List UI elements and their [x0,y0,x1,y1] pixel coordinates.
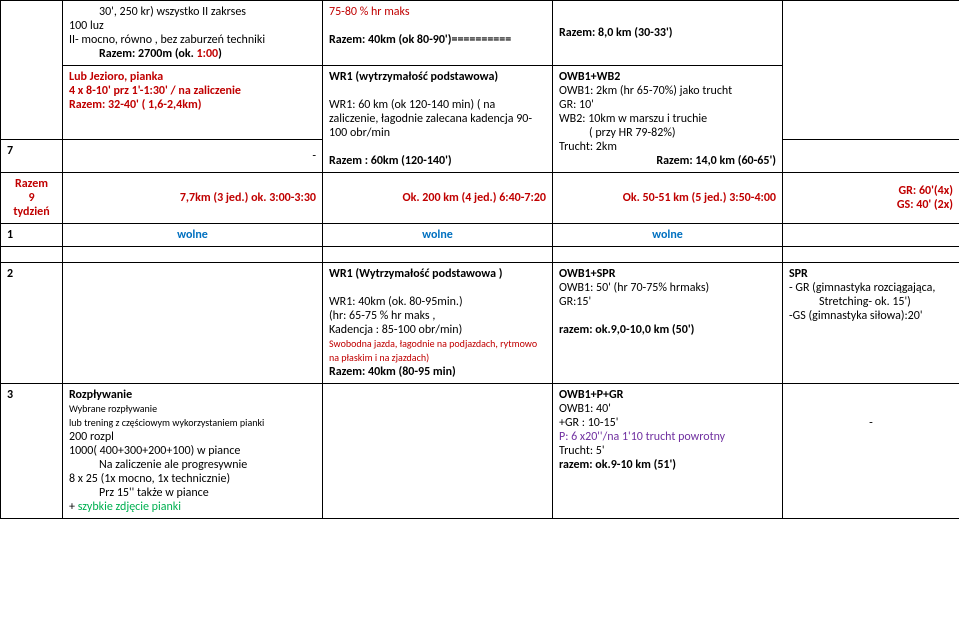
t: - [869,416,873,430]
cell-r3-c4: GR: 60'(4x) GS: 40' (2x) [783,173,959,224]
cell-r4-c3: wolne [553,224,783,247]
cell-r5-c2: WR1 (Wytrzymałość podstawowa ) WR1: 40km… [323,263,553,384]
cell-r5-c3: OWB1+SPR OWB1: 50' (hr 70-75% hrmaks) GR… [553,263,783,384]
cell-r6-c3: OWB1+P+GR OWB1: 40' +GR : 10-15' P: 6 x2… [553,384,783,519]
text: Razem: 14,0 km (60-65') [559,154,776,168]
cell-r6-c0: 3 [1,384,63,519]
cell-r2b-c1: - [63,139,323,172]
spacer [323,247,553,263]
text: Razem: 8,0 km (30-33') [559,26,673,40]
text: - GR (gimnastyka rozciągająca, [789,281,935,295]
cell-r2-c1: Lub Jezioro, pianka 4 x 8-10' prz 1'-1:3… [63,66,323,140]
text: Wybrane rozpływanie [69,402,157,415]
t: 1:00 [197,47,219,61]
cell-r1-c3: Razem: 8,0 km (30-33') [553,1,783,66]
cell-r6-c4: - [783,384,959,519]
text: (hr: 65-75 % hr maks , [329,309,435,323]
text: OWB1: 2km (hr 65-70%) jako trucht [559,84,732,98]
text: razem: ok.9,0-10,0 km (50') [559,323,694,337]
text: 100 luz [69,19,104,33]
text: WR1: 40km (ok. 80-95min.) [329,295,463,309]
t: Razem: 2700m (ok. [99,47,197,61]
cell-r3-c2: Ok. 200 km (4 jed.) 6:40-7:20 [323,173,553,224]
t: + [69,500,78,514]
text: SPR [789,267,808,281]
text: Trucht: 5' [559,444,605,458]
text: OWB1: 40' [559,402,611,416]
text: 75-80 % hr maks [329,5,410,19]
spacer [63,247,323,263]
t: szybkie zdjęcie pianki [78,500,181,514]
text: Razem : 60km (120-140') [329,154,452,168]
text: P: 6 x20''/na 1'10 trucht powrotny [559,430,725,444]
text: ( przy HR 79-82%) [559,126,776,140]
text: Rozpływanie [69,388,132,402]
text: -GS (gimnastyka siłowa):20' [789,309,922,323]
cell-r4-c4 [783,224,959,247]
cell-r4-c2: wolne [323,224,553,247]
text: GR: 10' [559,98,594,112]
cell-r2b-c4 [783,139,959,172]
text: Kadencja : 85-100 obr/min) [329,323,462,337]
text: OWB1: 50' (hr 70-75% hrmaks) [559,281,709,295]
text: OWB1+WB2 [559,70,620,84]
text: 30', 250 kr) wszystko II zakrses [69,5,316,19]
cell-r3-c1: 7,7km (3 jed.) ok. 3:00-3:30 [63,173,323,224]
cell-r4-c1: wolne [63,224,323,247]
text: 4 x 8-10' prz 1'-1:30' / na zaliczenie [69,84,241,98]
t: tydzień [13,205,49,219]
text: Stretching- ok. 15') [789,295,953,309]
cell-r2b-c0: 7 [1,139,63,172]
cell-r1-c0 [1,1,63,140]
cell-r1-c1: 30', 250 kr) wszystko II zakrses 100 luz… [63,1,323,66]
spacer [1,247,63,263]
t: GR: 60'(4x) [899,184,953,198]
text: Trucht: 2km [559,140,617,154]
cell-r2-c2: WR1 (wytrzymałość podstawowa) WR1: 60 km… [323,66,553,173]
text: 1000( 400+300+200+100) w piance [69,444,240,458]
text: +GR : 10-15' [559,416,618,430]
cell-r3-c0: Razem 9 tydzień [1,173,63,224]
text: Razem: 32-40' ( 1,6-2,4km) [69,98,201,112]
text: WR1 (wytrzymałość podstawowa) [329,70,498,84]
cell-r1-c4 [783,1,959,140]
spacer [553,247,783,263]
spacer [783,247,959,263]
cell-r5-c0: 2 [1,263,63,384]
text: OWB1+SPR [559,267,615,281]
text: Razem: 2700m (ok. 1:00) [69,47,316,61]
text: razem: ok.9-10 km (51') [559,458,676,472]
cell-r6-c1: Rozpływanie Wybrane rozpływanie lub tren… [63,384,323,519]
t: 9 [28,191,34,205]
cell-r5-c4: SPR - GR (gimnastyka rozciągająca, Stret… [783,263,959,384]
t: ) [218,47,222,61]
cell-r2-c3: OWB1+WB2 OWB1: 2km (hr 65-70%) jako truc… [553,66,783,173]
cell-r4-c0: 1 [1,224,63,247]
text: WB2: 10km w marszu i truchie [559,112,707,126]
cell-r1-c2: 75-80 % hr maks Razem: 40km (ok 80-90')=… [323,1,553,66]
text: Lub Jezioro, pianka [69,70,163,84]
text: + szybkie zdjęcie pianki [69,500,181,514]
text: Na zaliczenie ale progresywnie [69,458,316,472]
cell-r3-c3: Ok. 50-51 km (5 jed.) 3:50-4:00 [553,173,783,224]
text: Prz 15'' także w piance [69,486,316,500]
text: 200 rozpl [69,430,114,444]
text: OWB1+P+GR [559,388,623,402]
cell-r5-c1 [63,263,323,384]
text: Swobodna jazda, łagodnie na podjazdach, … [329,337,537,364]
text: Razem: 40km (ok 80-90')========== [329,33,511,47]
text: II- mocno, równo , bez zaburzeń techniki [69,33,265,47]
t: Razem [15,177,48,191]
text: WR1: 60 km (ok 120-140 min) ( na zalicze… [329,98,532,140]
text: GR:15' [559,295,591,309]
t: GS: 40' (2x) [897,198,953,212]
training-plan-table: 30', 250 kr) wszystko II zakrses 100 luz… [0,0,959,519]
text: 8 x 25 (1x mocno, 1x technicznie) [69,472,230,486]
cell-r6-c2 [323,384,553,519]
text: lub trening z częściowym wykorzystaniem … [69,416,264,429]
text: Razem: 40km (80-95 min) [329,365,456,379]
text: WR1 (Wytrzymałość podstawowa ) [329,267,503,281]
